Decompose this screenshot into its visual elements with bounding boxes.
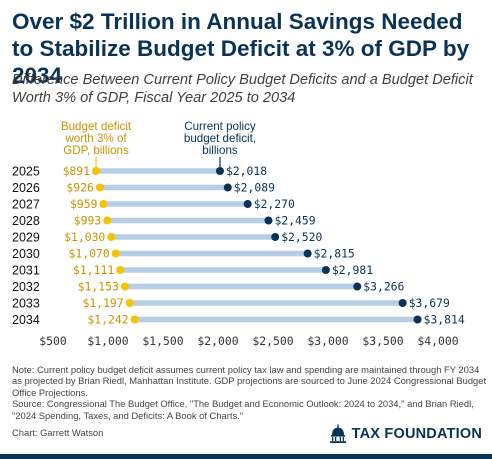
- x-tick-label: $1,000: [87, 334, 128, 348]
- year-label: 2032: [12, 280, 40, 294]
- legend-label-gdp-target: Budget deficit: [61, 120, 132, 133]
- gdp-target-point: [116, 266, 125, 274]
- gdp-target-value-label: $993: [74, 214, 101, 228]
- x-tick-label: $2,500: [252, 334, 293, 348]
- current-policy-point: [223, 183, 232, 192]
- gdp-target-point: [99, 200, 108, 208]
- year-label: 2025: [12, 165, 40, 179]
- gdp-target-point: [95, 183, 104, 192]
- legend-label-current-policy: billions: [202, 144, 238, 157]
- gdp-target-value-label: $959: [70, 197, 98, 211]
- gdp-target-point: [111, 249, 120, 258]
- year-label: 2027: [12, 198, 40, 212]
- gdp-target-point: [125, 299, 134, 307]
- legend-label-current-policy: Current policy: [184, 120, 256, 133]
- x-tick-label: $3,000: [307, 334, 348, 348]
- current-policy-value-label: $2,270: [254, 197, 295, 211]
- current-policy-point: [321, 266, 330, 274]
- legend-label-gdp-target: worth 3% of: [64, 132, 127, 145]
- year-label: 2029: [12, 231, 40, 245]
- note-text: Note: Current policy budget deficit assu…: [12, 364, 487, 398]
- gdp-target-value-label: $1,153: [78, 280, 119, 294]
- gdp-target-value-label: $1,242: [87, 313, 128, 327]
- brand-logo: TAX FOUNDATION: [328, 424, 482, 444]
- current-policy-point: [271, 233, 280, 241]
- x-tick-label: $1,500: [142, 334, 183, 348]
- footer-bar: [0, 454, 492, 459]
- year-label: 2033: [12, 297, 40, 311]
- x-tick-label: $500: [39, 334, 67, 348]
- gdp-target-value-label: $891: [63, 164, 91, 178]
- notes-block: Note: Current policy budget deficit assu…: [12, 364, 488, 421]
- x-tick-label: $4,000: [417, 334, 458, 348]
- gdp-target-point: [130, 315, 139, 324]
- gdp-target-point: [103, 216, 112, 225]
- current-policy-value-label: $3,679: [409, 296, 450, 310]
- current-policy-value-label: $2,089: [234, 181, 275, 195]
- current-policy-value-label: $2,018: [226, 164, 267, 178]
- current-policy-point: [303, 249, 312, 258]
- source-text: Source: Congressional The Budget Office,…: [12, 398, 474, 421]
- x-tick-label: $2,000: [197, 334, 238, 348]
- current-policy-value-label: $2,520: [281, 230, 322, 244]
- current-policy-point: [413, 315, 422, 324]
- current-policy-value-label: $3,814: [424, 313, 465, 327]
- gdp-target-value-label: $1,070: [69, 247, 110, 261]
- gdp-target-point: [120, 282, 129, 291]
- chart-credit: Chart: Garrett Watson: [12, 427, 104, 438]
- current-policy-point: [243, 200, 252, 208]
- current-policy-value-label: $3,266: [363, 280, 404, 294]
- chart-subtitle: Difference Between Current Policy Budget…: [12, 72, 473, 106]
- year-label: 2034: [12, 313, 40, 327]
- brand-name: TAX FOUNDATION: [351, 426, 482, 442]
- gdp-target-point: [92, 167, 101, 175]
- capitol-dome-icon: [329, 424, 346, 443]
- gdp-target-value-label: $1,030: [64, 230, 105, 244]
- current-policy-point: [264, 216, 273, 225]
- gdp-target-point: [107, 233, 116, 241]
- current-policy-value-label: $2,459: [274, 214, 315, 228]
- gdp-target-value-label: $926: [66, 181, 94, 195]
- year-label: 2026: [12, 181, 40, 195]
- year-label: 2030: [12, 247, 40, 261]
- year-label: 2028: [12, 214, 40, 228]
- current-policy-point: [353, 282, 362, 291]
- legend-label-current-policy: budget deficit,: [184, 132, 256, 145]
- legend-label-gdp-target: GDP, billions: [63, 144, 129, 157]
- chart-title: Over $2 Trillion in Annual Savings Neede…: [12, 9, 470, 88]
- current-policy-point: [215, 167, 224, 175]
- year-label: 2031: [12, 264, 40, 278]
- gdp-target-value-label: $1,111: [73, 263, 114, 277]
- current-policy-value-label: $2,981: [332, 263, 373, 277]
- current-policy-point: [398, 299, 407, 307]
- current-policy-value-label: $2,815: [314, 247, 355, 261]
- gdp-target-value-label: $1,197: [83, 296, 124, 310]
- x-tick-label: $3,500: [362, 334, 403, 348]
